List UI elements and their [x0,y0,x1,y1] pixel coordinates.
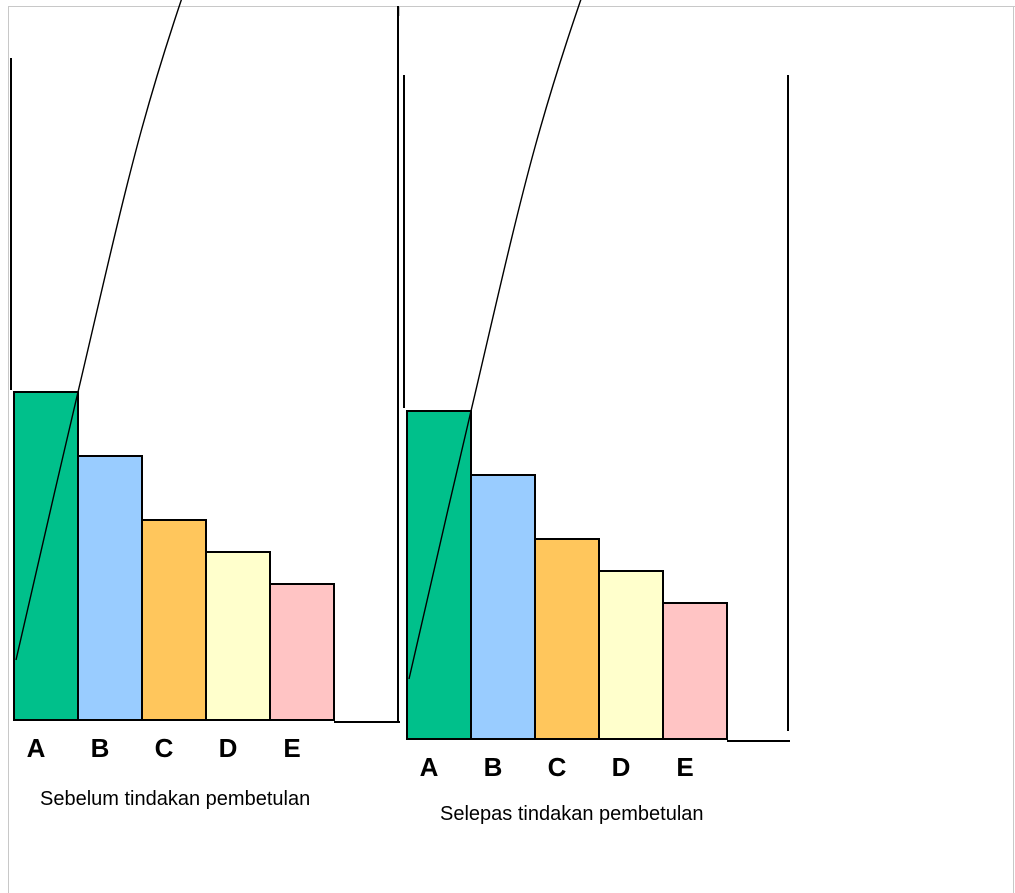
category-label-a: A [27,733,46,763]
category-label-e: E [283,733,300,763]
category-label-d: D [219,733,238,763]
category-label-e: E [676,752,693,782]
frame-divider-tick [399,6,400,16]
cumulative-curve [15,0,183,661]
chart-caption: Selepas tindakan pembetulan [440,803,704,825]
category-label-c: C [548,752,567,782]
bar-c [534,538,600,740]
chart-before: A B C D E Sebelum tindakan pembetulan [10,0,400,810]
category-label-a: A [420,752,439,782]
frame-border-top [8,6,1015,7]
bar-a [406,410,472,740]
bar-b [77,455,143,721]
chart-caption: Sebelum tindakan pembetulan [40,788,310,810]
bar-d [598,570,664,740]
category-label-b: B [484,752,503,782]
bar-e [662,602,728,740]
category-label-c: C [155,733,174,763]
bar-e [269,583,335,721]
frame-border-left [8,6,9,893]
cumulative-curve [408,0,582,680]
bar-c [141,519,207,721]
bar-b [470,474,536,740]
category-label-b: B [91,733,110,763]
bar-a [13,391,79,721]
bar-d [205,551,271,721]
frame-border-right [1013,6,1014,893]
category-label-d: D [612,752,631,782]
